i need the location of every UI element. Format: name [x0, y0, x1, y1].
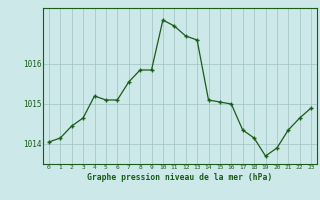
X-axis label: Graphe pression niveau de la mer (hPa): Graphe pression niveau de la mer (hPa) [87, 173, 273, 182]
